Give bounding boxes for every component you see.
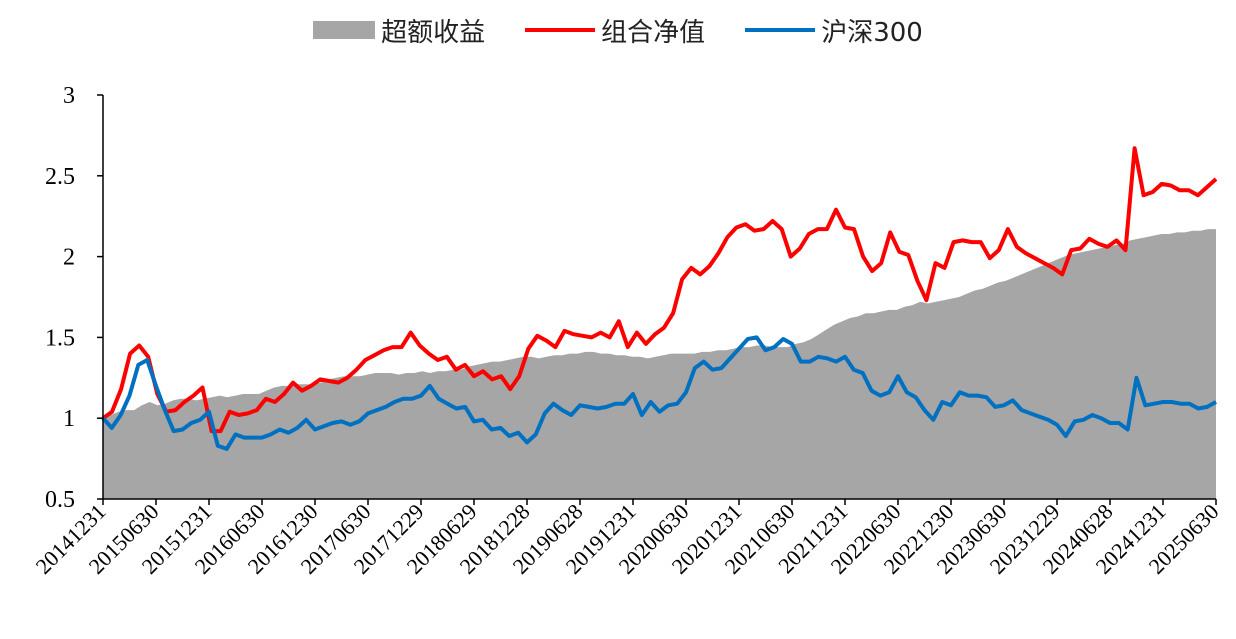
legend-label-portfolio-nav: 组合净值	[601, 17, 706, 48]
legend-label-csi300: 沪深300	[821, 17, 923, 48]
y-tick-label: 3	[63, 83, 75, 109]
legend-label-excess-return: 超额收益	[381, 17, 486, 48]
y-tick-label: 1	[63, 406, 75, 432]
csi300-line	[101, 335, 1217, 451]
y-tick-label: 2	[63, 245, 75, 271]
y-tick-label: 1.5	[45, 325, 75, 351]
legend-blue-line-swatch	[745, 28, 816, 32]
excess-return-area	[103, 229, 1216, 499]
legend-area-swatch	[313, 21, 376, 39]
legend-item-csi300: 沪深300	[745, 12, 923, 49]
legend-red-line-swatch	[525, 28, 596, 32]
y-tick-label: 2.5	[45, 164, 75, 190]
legend-item-portfolio-nav: 组合净值	[525, 12, 705, 49]
legend-item-excess-return: 超额收益	[313, 12, 485, 49]
y-tick-label: 0.5	[45, 487, 75, 513]
legend: 超额收益 组合净值 沪深300	[0, 10, 1236, 50]
portfolio-nav-line	[101, 146, 1218, 434]
